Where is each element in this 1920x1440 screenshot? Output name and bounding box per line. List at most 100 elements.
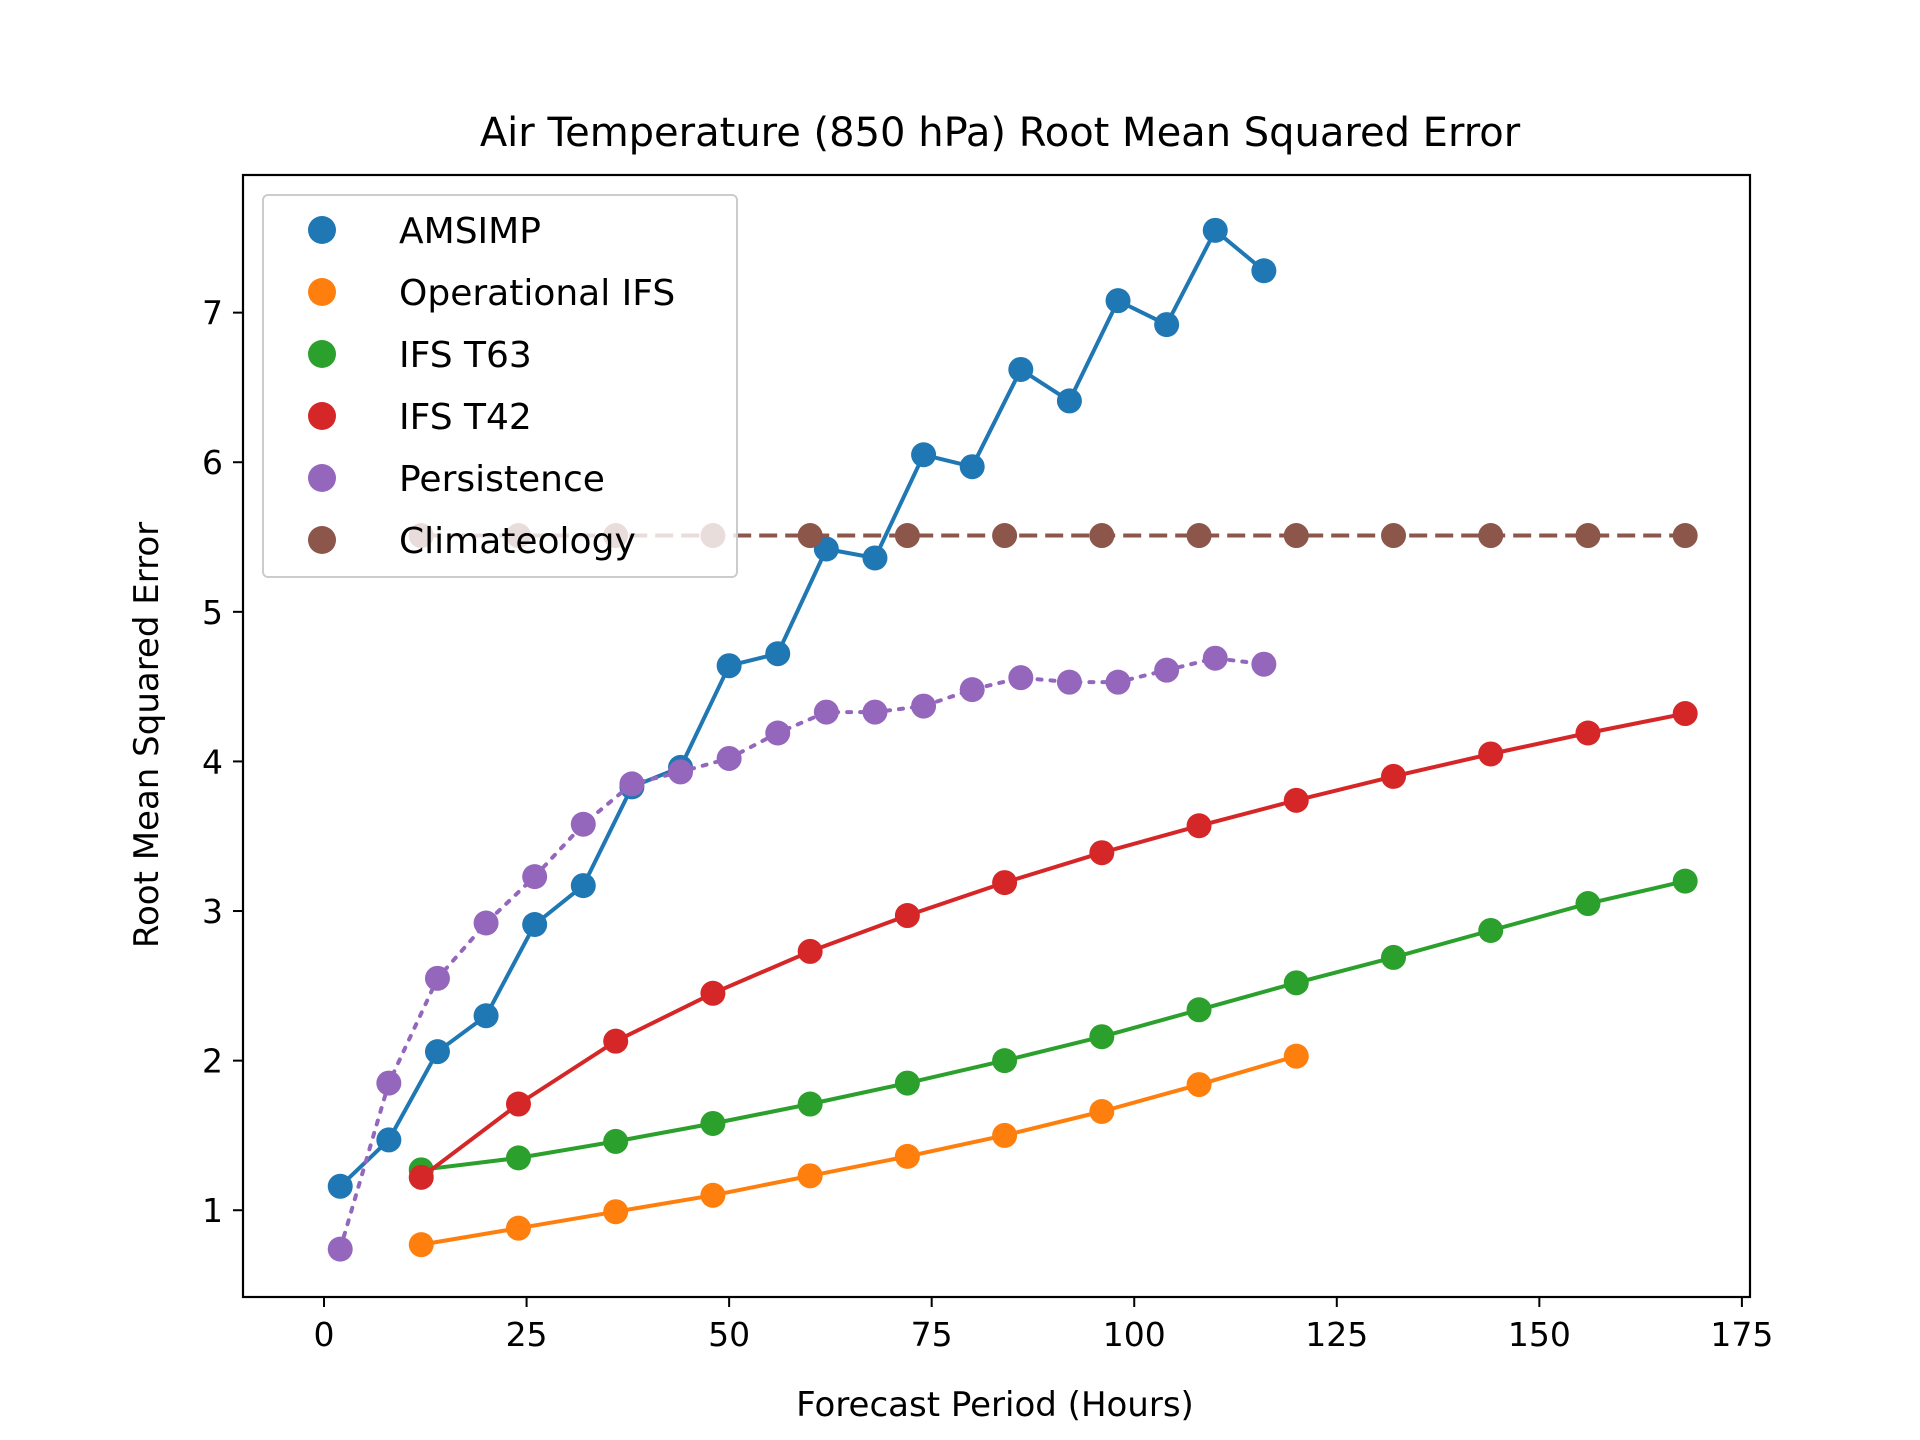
data-point-amsimp [1251, 258, 1277, 284]
data-point-persistence [1154, 657, 1180, 683]
data-point-climateology [1089, 523, 1115, 549]
data-point-ifs-t42 [894, 903, 920, 929]
data-point-operational-ifs [1089, 1098, 1115, 1124]
series-line-operational-ifs [420, 1054, 1297, 1247]
legend-marker [308, 278, 336, 306]
data-point-persistence [1008, 665, 1034, 691]
legend-label: Climateology [399, 521, 636, 562]
data-point-climateology [1575, 523, 1601, 549]
data-point-ifs-t63 [797, 1091, 823, 1117]
data-point-amsimp [424, 1039, 450, 1065]
data-point-persistence [570, 811, 596, 837]
data-point-persistence [1251, 651, 1277, 677]
data-point-amsimp [862, 545, 888, 571]
data-point-operational-ifs [1283, 1043, 1309, 1069]
data-point-ifs-t42 [1381, 763, 1407, 789]
y-tick-label: 3 [202, 892, 223, 931]
data-point-climateology [1186, 523, 1212, 549]
legend-marker [308, 340, 336, 368]
data-point-ifs-t63 [505, 1145, 531, 1171]
x-tick-label: 0 [314, 1315, 335, 1354]
data-point-ifs-t42 [797, 938, 823, 964]
data-point-persistence [716, 745, 742, 771]
legend-marker [308, 464, 336, 492]
series-operational-ifs [408, 1043, 1309, 1258]
data-point-amsimp [959, 454, 985, 480]
x-axis: 0 25 50 75 100 125 150 175 [314, 1297, 1773, 1354]
data-point-amsimp [765, 641, 791, 667]
data-point-ifs-t63 [1478, 917, 1504, 943]
data-point-ifs-t63 [1672, 868, 1698, 894]
data-point-persistence [473, 910, 499, 936]
data-point-ifs-t42 [1672, 701, 1698, 727]
series-persistence [327, 645, 1277, 1262]
legend-marker [308, 402, 336, 430]
y-tick-label: 6 [202, 443, 223, 482]
data-point-persistence [668, 759, 694, 785]
data-point-ifs-t63 [1575, 891, 1601, 917]
data-point-ifs-t63 [894, 1070, 920, 1096]
data-point-operational-ifs [1186, 1072, 1212, 1098]
x-tick-label: 75 [911, 1315, 953, 1354]
data-point-amsimp [570, 873, 596, 899]
data-point-amsimp [376, 1127, 402, 1153]
series-line-amsimp [338, 228, 1266, 1188]
data-point-operational-ifs [408, 1232, 434, 1258]
series-line-ifs-t42 [419, 711, 1686, 1179]
data-point-ifs-t63 [992, 1048, 1018, 1074]
x-tick-label: 125 [1305, 1315, 1368, 1354]
y-tick-label: 7 [202, 294, 223, 333]
data-point-persistence [522, 864, 548, 890]
data-point-persistence [813, 699, 839, 725]
data-point-ifs-t42 [1478, 741, 1504, 767]
data-point-ifs-t63 [603, 1128, 629, 1154]
legend-marker [308, 526, 336, 554]
data-point-operational-ifs [797, 1163, 823, 1189]
chart-title: Air Temperature (850 hPa) Root Mean Squa… [480, 110, 1521, 156]
data-point-climateology [797, 523, 823, 549]
data-point-persistence [1202, 645, 1228, 671]
data-point-ifs-t63 [1089, 1024, 1115, 1050]
data-point-climateology [1478, 523, 1504, 549]
y-tick-label: 4 [202, 742, 223, 781]
data-point-persistence [765, 720, 791, 746]
legend-label: IFS T42 [399, 397, 532, 438]
legend: AMSIMP Operational IFS IFS T63 IFS T42 Persi… [262, 194, 738, 578]
data-point-ifs-t63 [1381, 944, 1407, 970]
y-axis: 1 2 3 4 5 6 7 [202, 294, 243, 1230]
data-point-ifs-t63 [700, 1110, 726, 1136]
data-point-persistence [1105, 669, 1131, 695]
series-line-persistence [338, 656, 1266, 1252]
y-tick-label: 5 [202, 593, 223, 632]
data-point-climateology [894, 523, 920, 549]
data-point-amsimp [1105, 288, 1131, 314]
data-point-amsimp [716, 653, 742, 679]
data-point-amsimp [327, 1173, 353, 1199]
data-point-amsimp [911, 442, 937, 468]
x-tick-label: 150 [1508, 1315, 1571, 1354]
data-point-persistence [619, 771, 645, 797]
x-tick-label: 50 [708, 1315, 750, 1354]
data-point-operational-ifs [992, 1122, 1018, 1148]
data-point-amsimp [1056, 388, 1082, 414]
plot-frame [241, 173, 1752, 1299]
x-tick-label: 25 [506, 1315, 548, 1354]
data-point-amsimp [1154, 312, 1180, 338]
data-point-climateology [1672, 523, 1698, 549]
data-point-ifs-t63 [1186, 997, 1212, 1023]
legend-marker [308, 216, 336, 244]
data-point-climateology [1283, 523, 1309, 549]
data-point-persistence [327, 1236, 353, 1262]
data-point-ifs-t42 [1186, 813, 1212, 839]
data-point-ifs-t42 [1283, 787, 1309, 813]
data-point-ifs-t42 [408, 1164, 434, 1190]
data-point-persistence [424, 965, 450, 991]
data-point-operational-ifs [700, 1182, 726, 1208]
data-point-amsimp [1008, 356, 1034, 382]
data-point-ifs-t42 [1089, 840, 1115, 866]
y-tick-label: 1 [202, 1191, 223, 1230]
x-tick-label: 100 [1103, 1315, 1166, 1354]
series-line-ifs-t63 [420, 879, 1686, 1172]
data-point-amsimp [522, 911, 548, 937]
